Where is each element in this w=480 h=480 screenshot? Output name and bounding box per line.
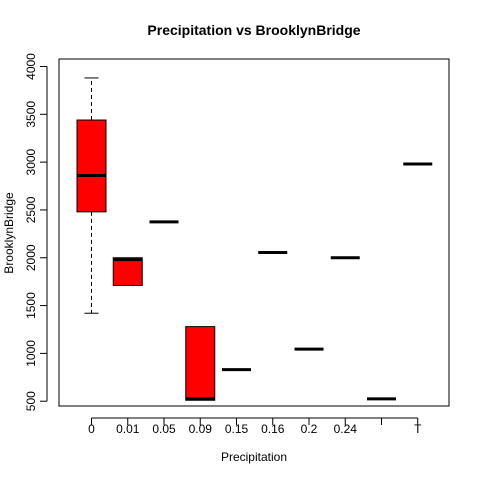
y-tick-label: 1500 bbox=[24, 292, 38, 319]
x-tick-label: T bbox=[414, 422, 422, 436]
x-axis-label: Precipitation bbox=[221, 450, 287, 464]
x-tick-label: 0.05 bbox=[152, 422, 176, 436]
x-tick-label: 0.16 bbox=[261, 422, 285, 436]
boxes-group bbox=[76, 77, 433, 401]
x-tick-label: 0.09 bbox=[189, 422, 213, 436]
x-tick-label: 0.24 bbox=[334, 422, 358, 436]
iqr-box bbox=[112, 257, 143, 286]
x-axis: 0 0.01 0.05 0.09 0.15 0.16 0.2 0.24 T bbox=[88, 417, 422, 436]
chart-title: Precipitation vs BrooklynBridge bbox=[147, 22, 360, 38]
y-tick-label: 3500 bbox=[24, 101, 38, 128]
y-tick-label: 2000 bbox=[24, 244, 38, 271]
y-tick-label: 3000 bbox=[24, 148, 38, 175]
box-0.01 bbox=[112, 257, 143, 286]
iqr-box bbox=[185, 326, 216, 401]
box-0.09 bbox=[185, 326, 216, 401]
y-tick-label: 500 bbox=[24, 391, 38, 411]
iqr-box bbox=[76, 119, 107, 213]
x-tick-label: 0 bbox=[88, 422, 95, 436]
y-tick-label: 2500 bbox=[24, 196, 38, 223]
plot-frame bbox=[58, 58, 450, 407]
y-tick-label: 4000 bbox=[24, 53, 38, 80]
box-0 bbox=[76, 77, 107, 314]
x-tick-label: 0.2 bbox=[301, 422, 318, 436]
x-tick-label: 0.15 bbox=[225, 422, 249, 436]
y-tick-label: 1000 bbox=[24, 340, 38, 367]
x-tick-label: 0.01 bbox=[116, 422, 140, 436]
y-axis-label: BrooklynBridge bbox=[2, 192, 16, 274]
y-axis: 500 1000 1500 2000 2500 3000 3500 4000 bbox=[24, 53, 48, 411]
